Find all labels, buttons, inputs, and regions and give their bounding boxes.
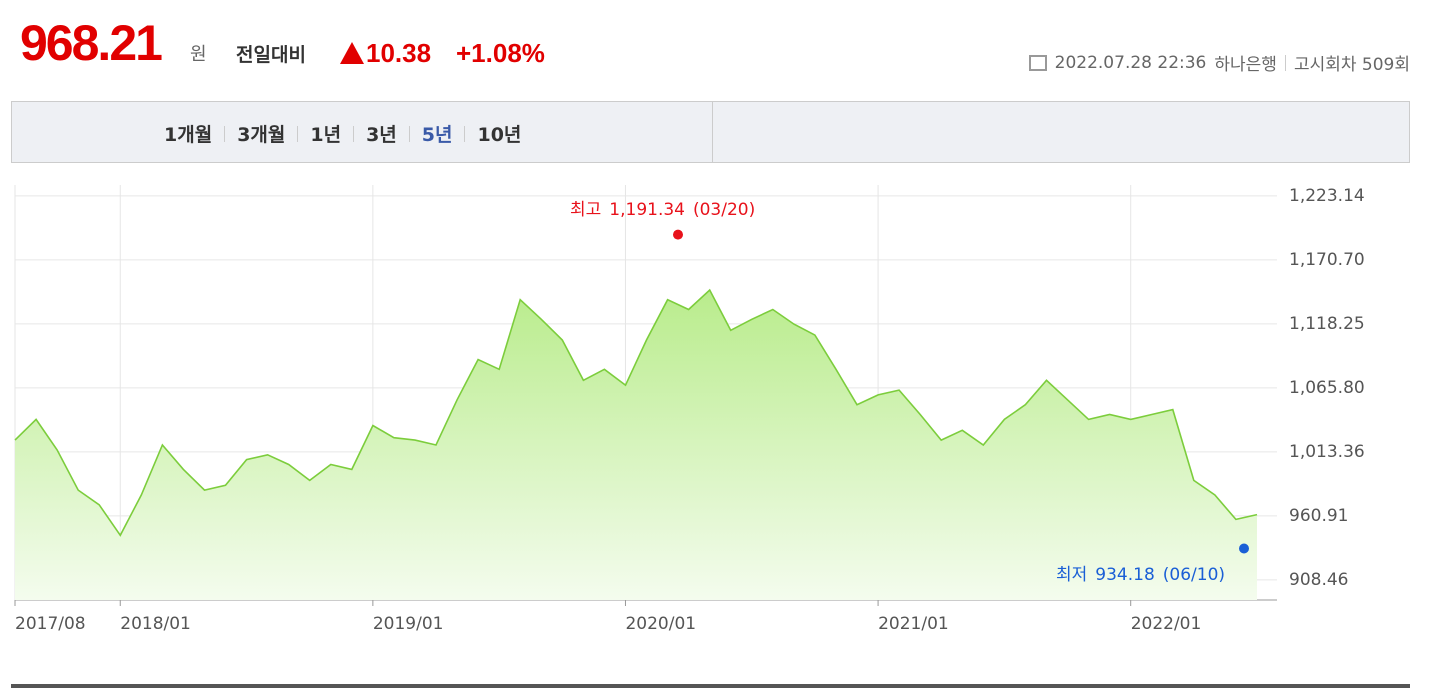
- unit: 원: [190, 44, 207, 65]
- x-tick-label: 2017/08: [15, 614, 86, 634]
- y-tick-label: 1,013.36: [1289, 442, 1365, 462]
- period-tab[interactable]: 1년: [310, 124, 342, 146]
- period-tab[interactable]: 3년: [366, 124, 397, 146]
- tab-separator: [408, 125, 410, 142]
- period-tab[interactable]: 10년: [477, 124, 522, 146]
- tab-separator: [353, 125, 355, 142]
- datetime: 2022.07.28 22:36: [1054, 52, 1207, 73]
- change: 10.38: [366, 38, 432, 68]
- bottom-rule: [11, 684, 1410, 688]
- period-tab[interactable]: 3개월: [237, 124, 286, 146]
- divider: [712, 102, 713, 162]
- y-tick-label: 1,170.70: [1289, 250, 1365, 270]
- low-text: 최저: [1056, 565, 1087, 585]
- y-tick-label: 1,223.14: [1289, 186, 1365, 206]
- high-text: 1,191.34: [609, 200, 685, 220]
- high-marker: [673, 229, 683, 240]
- low-marker: [1239, 543, 1249, 554]
- x-tick-label: 2022/01: [1131, 614, 1202, 634]
- y-tick-label: 1,065.80: [1289, 378, 1365, 398]
- y-tick-label: 1,118.25: [1289, 314, 1365, 334]
- period-tab[interactable]: 5년: [421, 124, 453, 146]
- up-icon: [340, 42, 364, 64]
- change-pct: +1.08%: [456, 38, 545, 68]
- high-text: 최고: [570, 200, 601, 220]
- bank: 하나은행: [1214, 55, 1277, 75]
- x-tick-label: 2020/01: [625, 614, 696, 634]
- y-tick-label: 960.91: [1289, 506, 1348, 526]
- calendar-icon: [1028, 54, 1047, 71]
- separator: [1284, 54, 1286, 71]
- period-tab[interactable]: 1개월: [164, 124, 213, 146]
- low-text: (06/10): [1163, 565, 1225, 585]
- low-text: 934.18: [1095, 565, 1154, 585]
- price: 968.21: [20, 15, 163, 71]
- round: 고시회차 509회: [1293, 55, 1410, 75]
- y-tick-label: 908.46: [1289, 570, 1348, 590]
- tab-separator: [224, 125, 226, 142]
- compare-label: 전일대비: [236, 44, 306, 66]
- x-tick-label: 2018/01: [120, 614, 191, 634]
- meta: 2022.07.28 22:36 하나은행 고시회차 509회: [1028, 50, 1410, 75]
- chart: 908.46 960.91 1,013.36 1,065.80 1,118.25 1,17…: [14, 185, 1365, 634]
- line: [14, 288, 1258, 537]
- tabs: 1개월 3개월 1년 3년 5년 10년: [152, 120, 533, 147]
- low-annotation: 최저 934.18 (06/10): [1056, 565, 1225, 585]
- tab-separator: [297, 125, 299, 142]
- area: [15, 290, 1257, 600]
- x-tick-label: 2021/01: [878, 614, 949, 634]
- x-tick-label: 2019/01: [373, 614, 444, 634]
- tab-separator: [464, 125, 466, 142]
- high-annotation: 최고 1,191.34 (03/20): [570, 200, 755, 220]
- tab-bar: 1개월 3개월 1년 3년 5년 10년: [11, 101, 1410, 163]
- high-text: (03/20): [693, 200, 755, 220]
